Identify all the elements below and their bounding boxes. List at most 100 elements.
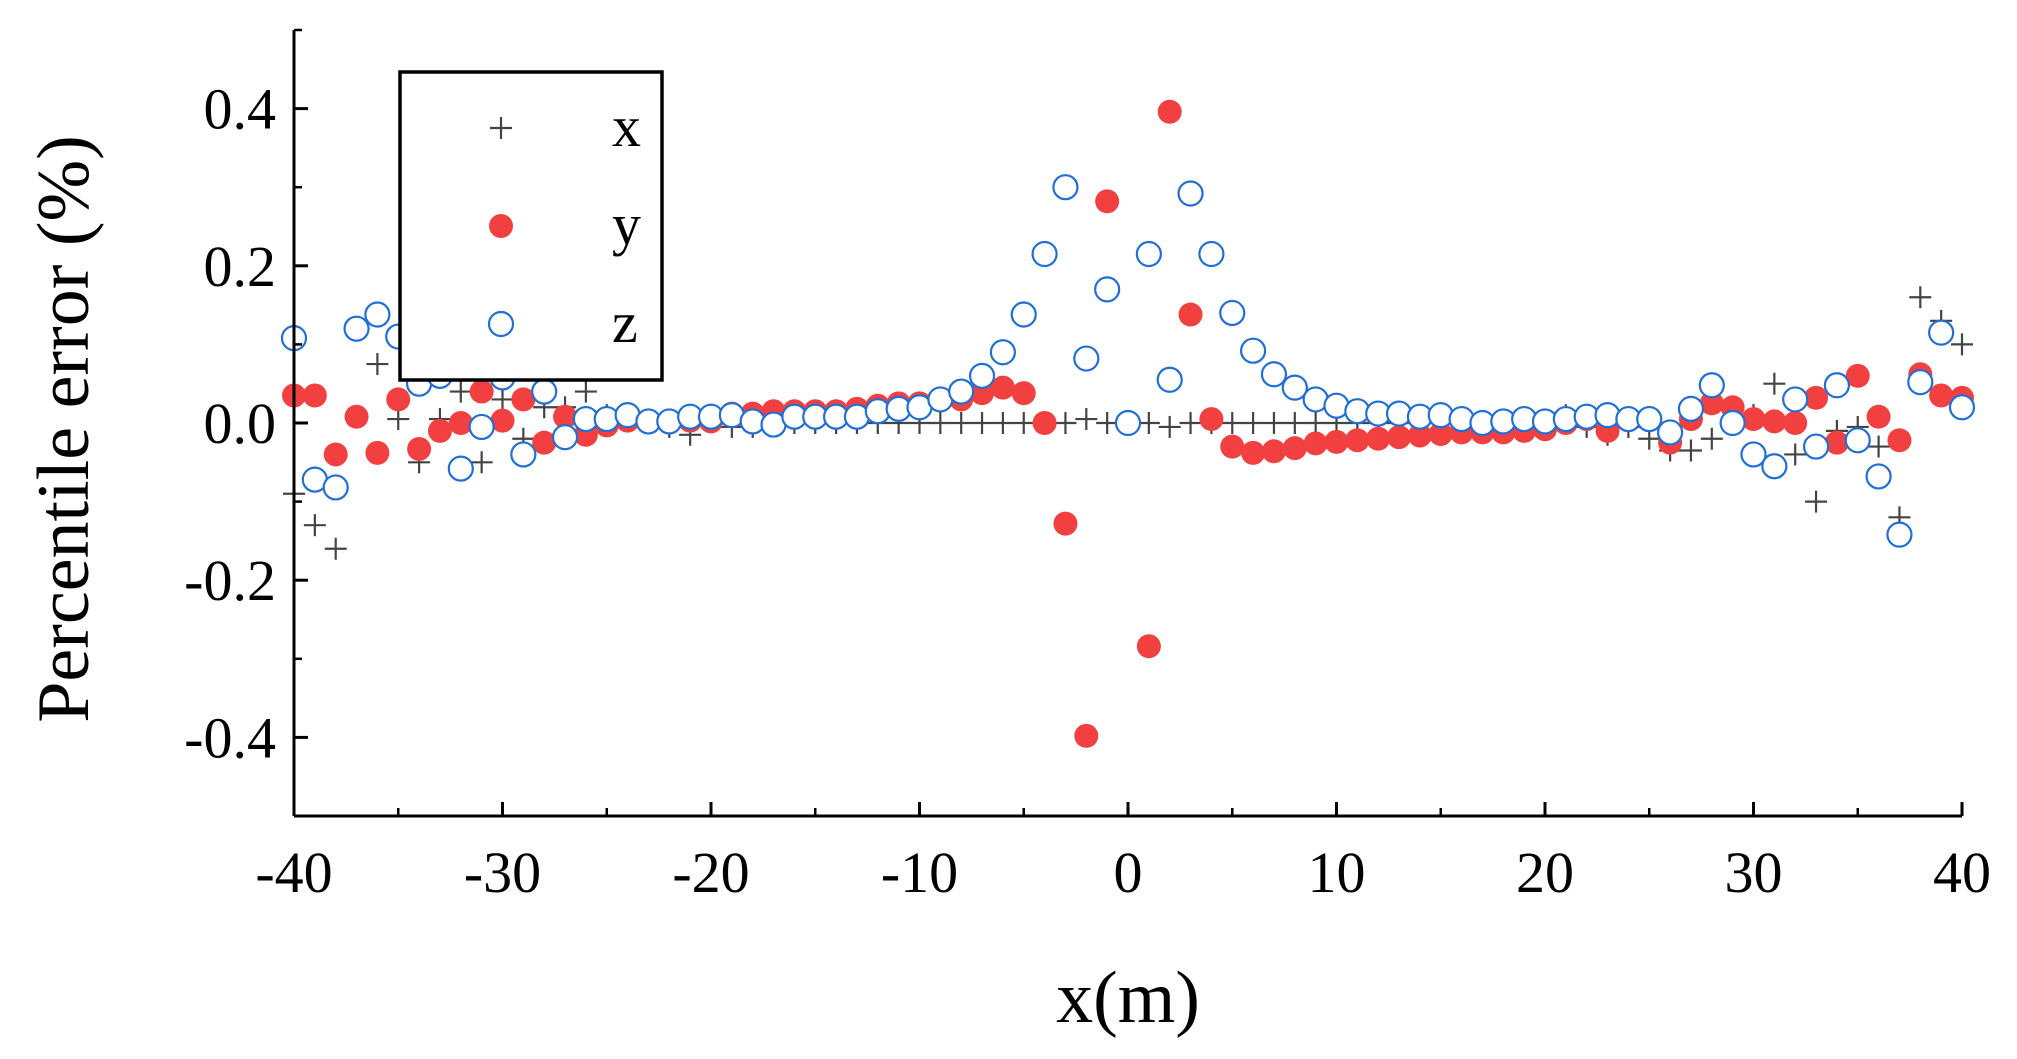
y-tick-label: 0.0 (204, 391, 277, 456)
data-point-y (1136, 634, 1161, 659)
legend-item-y: y (489, 192, 641, 257)
data-point-x (1012, 412, 1035, 434)
data-point-y (990, 375, 1015, 400)
data-point-y (1011, 381, 1036, 406)
data-point-y (1324, 429, 1349, 454)
y-tick-label: -0.4 (184, 705, 276, 770)
data-point-y (1261, 439, 1286, 464)
data-point-z (1177, 180, 1204, 207)
data-point-z (1677, 395, 1705, 422)
data-point-y (1804, 385, 1829, 410)
data-point-y (511, 387, 536, 412)
data-point-y (407, 436, 432, 461)
data-point-z (1928, 319, 1955, 346)
data-point-y (1095, 189, 1120, 214)
data-point-y (1157, 99, 1182, 124)
data-point-y (1303, 431, 1328, 456)
data-point-y (302, 383, 327, 408)
data-point-x (1951, 333, 1973, 356)
data-point-x (1784, 443, 1807, 466)
legend: xyz (398, 70, 664, 382)
legend-item-x: x (490, 94, 641, 159)
data-point-y (1428, 422, 1453, 447)
data-point-z (968, 362, 996, 389)
y-tick-label: 0.2 (204, 234, 277, 299)
data-point-z (948, 378, 975, 405)
data-point-z (1802, 433, 1830, 460)
legend-marker-y (489, 214, 513, 238)
data-point-y (448, 411, 473, 435)
data-point-y (1887, 428, 1912, 453)
x-tick-label: -40 (255, 840, 332, 905)
data-point-x (991, 412, 1014, 434)
data-point-z (1052, 174, 1079, 201)
data-point-x (1700, 427, 1723, 450)
data-point-z (1865, 463, 1892, 490)
data-point-z (1698, 372, 1725, 399)
x-axis-title: x(m) (1056, 957, 1200, 1039)
data-point-z (989, 339, 1017, 366)
data-point-x (929, 412, 952, 434)
data-point-z (1656, 419, 1684, 446)
legend-marker-x (490, 117, 512, 139)
data-point-x (1304, 412, 1327, 434)
data-point-y (1199, 407, 1224, 432)
y-tick-label: 0.4 (204, 77, 277, 142)
y-tick-label: -0.2 (184, 548, 276, 613)
data-point-z (1031, 240, 1058, 268)
data-point-z (1636, 405, 1663, 433)
data-point-y (427, 418, 452, 443)
data-point-y (1282, 436, 1307, 461)
data-point-y (1074, 723, 1099, 748)
data-point-y (1387, 425, 1412, 450)
data-point-z (1886, 521, 1913, 548)
data-point-x (1075, 408, 1098, 431)
data-point-x (366, 353, 389, 376)
data-point-x (1805, 490, 1828, 513)
data-point-y (1241, 440, 1266, 465)
legend-label-x: x (612, 94, 641, 159)
data-point-y (1866, 404, 1891, 429)
data-point-y (1220, 434, 1245, 459)
data-point-x (1096, 412, 1119, 434)
data-point-y (1345, 428, 1370, 453)
data-point-z (1156, 366, 1183, 393)
data-point-x (1283, 412, 1306, 434)
data-point-y (1407, 423, 1432, 448)
data-point-x (574, 380, 597, 403)
data-point-z (1135, 240, 1162, 268)
data-point-x (1221, 412, 1244, 434)
data-point-z (531, 378, 558, 405)
x-tick-label: 30 (1725, 840, 1783, 905)
x-tick-label: -10 (881, 840, 958, 905)
data-point-x (1763, 372, 1786, 395)
data-point-z (551, 424, 579, 451)
data-point-x (1679, 439, 1702, 462)
data-point-y (1032, 411, 1057, 435)
data-point-y (323, 442, 348, 467)
data-point-x (387, 408, 410, 431)
data-point-y (490, 408, 515, 433)
data-point-z (1010, 301, 1037, 328)
data-point-x (303, 514, 326, 537)
x-tick-label: 40 (1933, 840, 1991, 905)
data-point-x (1242, 412, 1265, 434)
x-tick-label: 10 (1308, 840, 1366, 905)
x-tick-label: -20 (672, 840, 749, 905)
data-points-layer (280, 99, 1976, 748)
data-point-x (1158, 415, 1181, 438)
data-point-y (469, 379, 494, 404)
data-point-z (322, 474, 349, 501)
legend-label-z: z (612, 290, 638, 355)
series-z (280, 174, 1976, 548)
data-point-y (1053, 511, 1078, 536)
data-point-x (470, 451, 493, 474)
data-point-y (1929, 383, 1954, 408)
axes: -40 -30 -20 -10 0 10 20 30 40 -0.4 -0.2 0.0 0.2 0.4 (184, 28, 1991, 905)
x-tick-label: 0 (1114, 840, 1143, 905)
data-point-z (1823, 372, 1851, 399)
data-point-x (1179, 412, 1202, 434)
data-point-y (1741, 407, 1766, 432)
data-point-z (1198, 240, 1225, 268)
data-point-y (1824, 430, 1849, 455)
